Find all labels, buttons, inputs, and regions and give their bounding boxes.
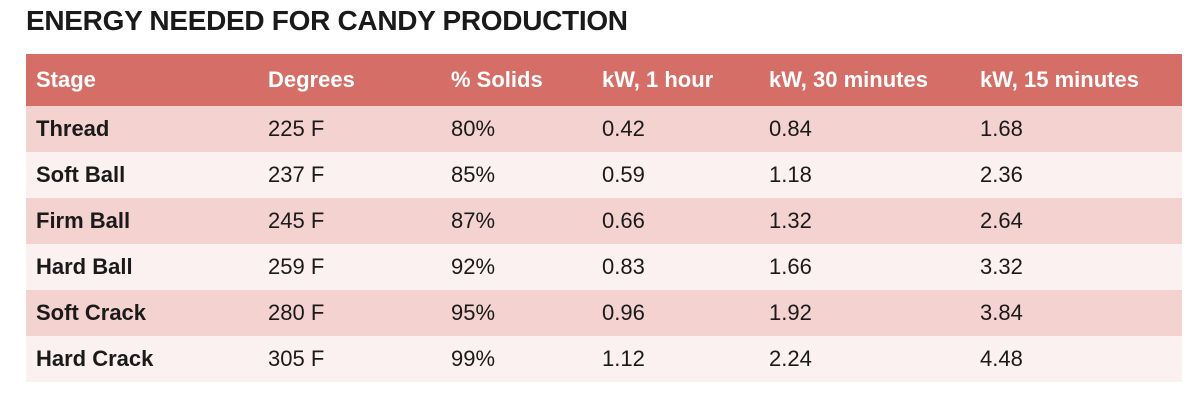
solids-cell: 99% [451, 346, 496, 371]
table-title: ENERGY NEEDED FOR CANDY PRODUCTION [26, 5, 628, 36]
kw-15-minutes-cell: 3.32 [980, 254, 1023, 279]
stage-cell: Soft Crack [36, 300, 147, 325]
kw-30-minutes-cell: 2.24 [769, 346, 812, 371]
stage-cell: Firm Ball [36, 208, 131, 233]
degrees-cell: 259 F [268, 254, 325, 279]
table-row: Soft Ball 237 F 85% 0.59 1.18 2.36 [26, 152, 1182, 198]
kw-15-minutes-cell: 4.48 [980, 346, 1023, 371]
solids-cell: 95% [451, 300, 496, 325]
column-header-kw-30-minutes: kW, 30 minutes [769, 67, 928, 92]
kw-1-hour-cell: 1.12 [602, 346, 645, 371]
kw-1-hour-cell: 0.66 [602, 208, 645, 233]
column-header-kw-15-minutes: kW, 15 minutes [980, 67, 1139, 92]
column-header-stage: Stage [36, 67, 96, 92]
kw-1-hour-cell: 0.96 [602, 300, 645, 325]
table-row: Hard Crack 305 F 99% 1.12 2.24 4.48 [26, 336, 1182, 382]
kw-15-minutes-cell: 1.68 [980, 116, 1023, 141]
header-row: Stage Degrees % Solids kW, 1 hour kW, 30… [26, 54, 1182, 106]
kw-1-hour-cell: 0.42 [602, 116, 645, 141]
stage-cell: Hard Ball [36, 254, 133, 279]
energy-table: Stage Degrees % Solids kW, 1 hour kW, 30… [26, 54, 1182, 382]
stage-cell: Soft Ball [36, 162, 126, 187]
kw-1-hour-cell: 0.59 [602, 162, 645, 187]
kw-15-minutes-cell: 3.84 [980, 300, 1023, 325]
stage-cell: Thread [36, 116, 110, 141]
solids-cell: 85% [451, 162, 496, 187]
degrees-cell: 305 F [268, 346, 325, 371]
kw-1-hour-cell: 0.83 [602, 254, 645, 279]
column-header-solids: % Solids [451, 67, 543, 92]
degrees-cell: 245 F [268, 208, 325, 233]
solids-cell: 92% [451, 254, 496, 279]
table-row: Soft Crack 280 F 95% 0.96 1.92 3.84 [26, 290, 1182, 336]
table-row: Thread 225 F 80% 0.42 0.84 1.68 [26, 106, 1182, 152]
solids-cell: 80% [451, 116, 496, 141]
column-header-degrees: Degrees [268, 67, 355, 92]
kw-15-minutes-cell: 2.36 [980, 162, 1023, 187]
kw-30-minutes-cell: 1.18 [769, 162, 812, 187]
degrees-cell: 237 F [268, 162, 325, 187]
solids-cell: 87% [451, 208, 496, 233]
stage-cell: Hard Crack [36, 346, 154, 371]
degrees-cell: 280 F [268, 300, 325, 325]
kw-30-minutes-cell: 1.32 [769, 208, 812, 233]
kw-30-minutes-cell: 1.66 [769, 254, 812, 279]
kw-15-minutes-cell: 2.64 [980, 208, 1023, 233]
column-header-kw-1-hour: kW, 1 hour [602, 67, 714, 92]
kw-30-minutes-cell: 1.92 [769, 300, 812, 325]
table-row: Firm Ball 245 F 87% 0.66 1.32 2.64 [26, 198, 1182, 244]
table-row: Hard Ball 259 F 92% 0.83 1.66 3.32 [26, 244, 1182, 290]
degrees-cell: 225 F [268, 116, 325, 141]
kw-30-minutes-cell: 0.84 [769, 116, 812, 141]
